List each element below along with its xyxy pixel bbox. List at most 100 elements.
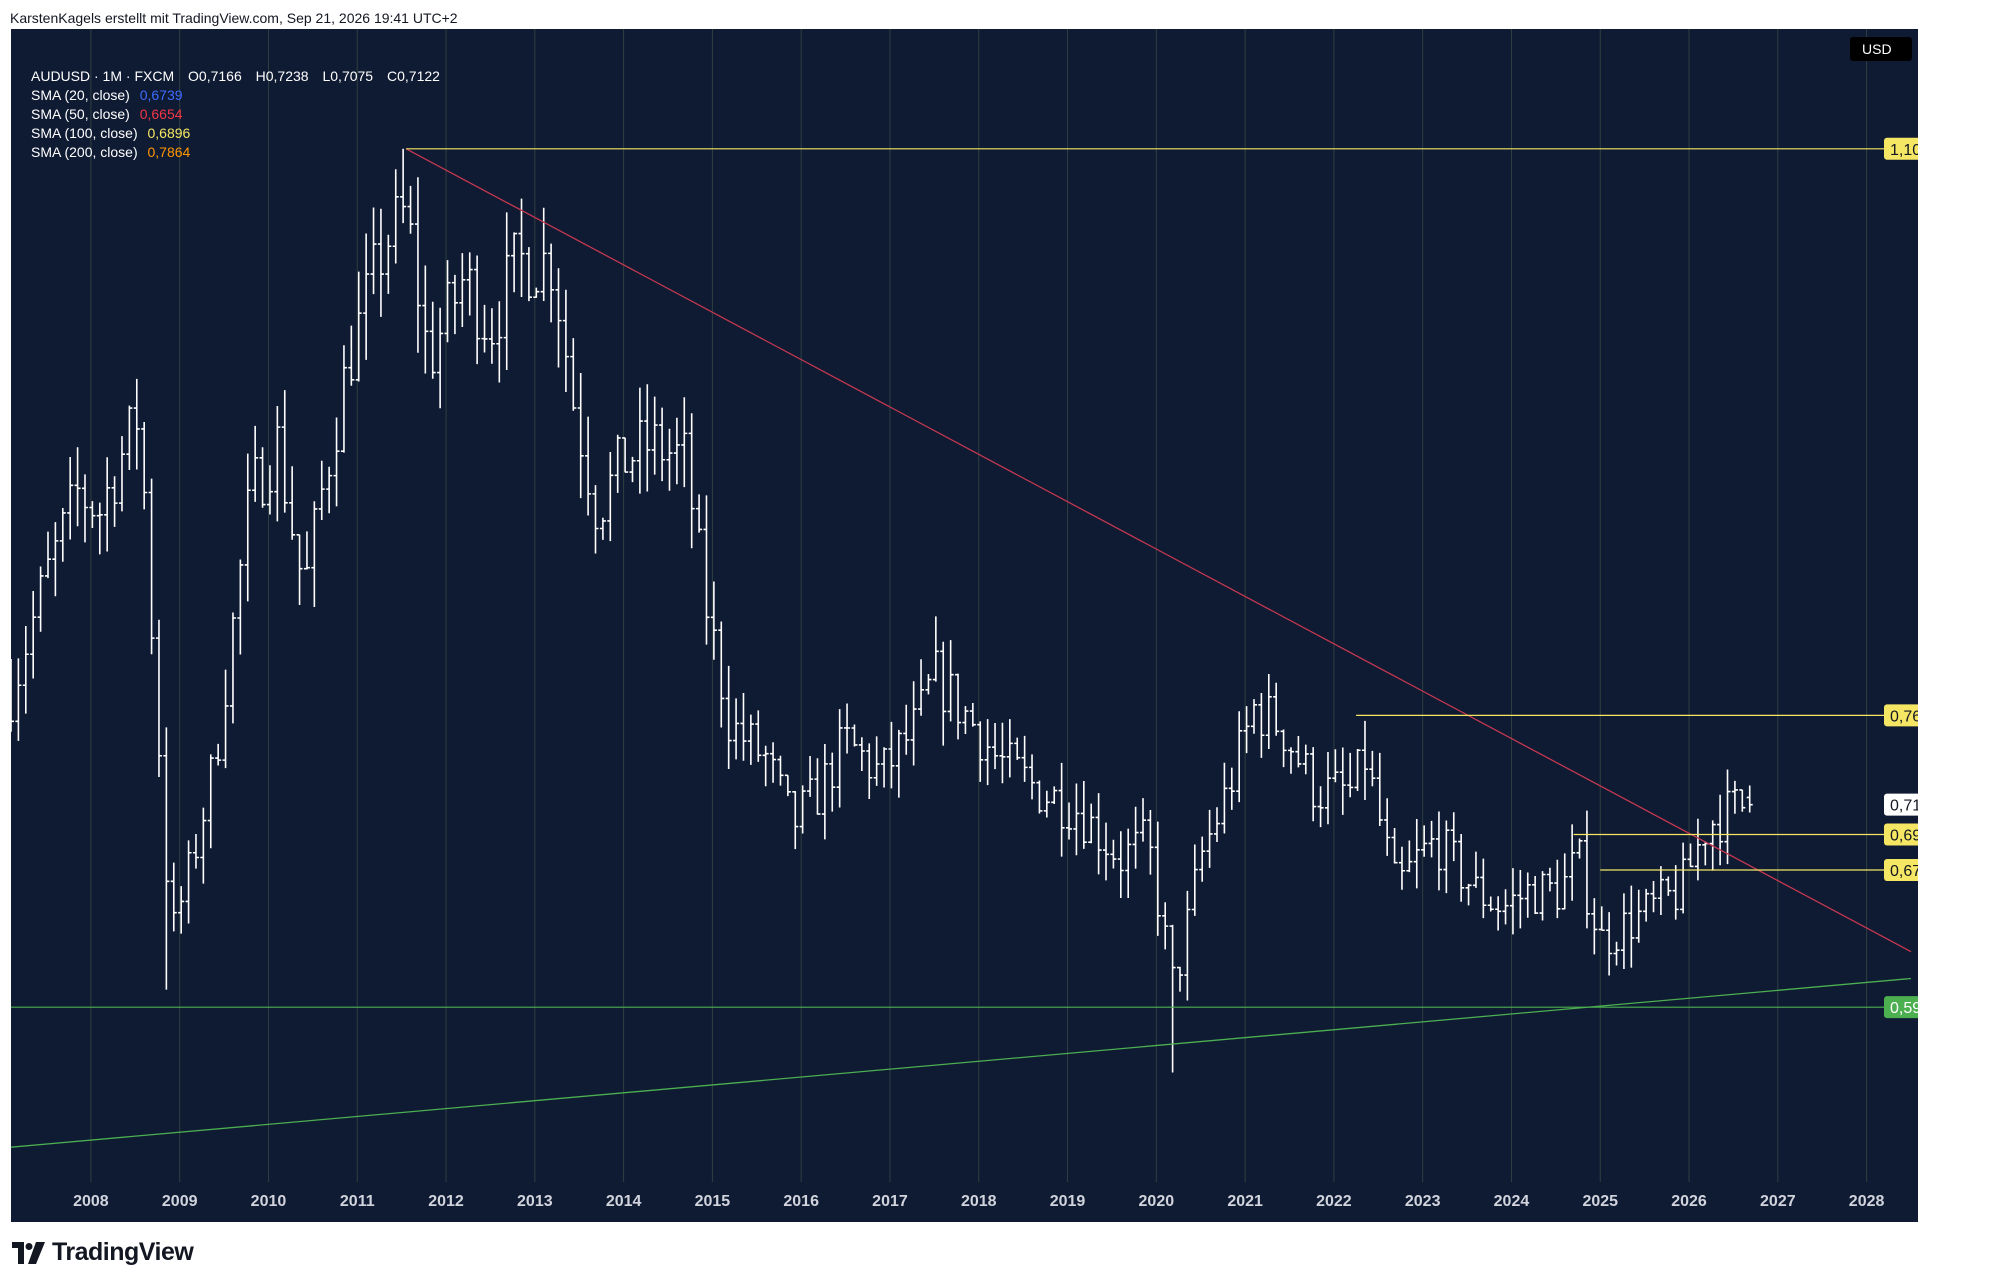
- ohlc-bar[interactable]: [1287, 747, 1294, 774]
- ohlc-bar[interactable]: [318, 460, 325, 521]
- ohlc-bar[interactable]: [947, 640, 954, 722]
- ohlc-bar[interactable]: [577, 373, 584, 499]
- ohlc-bar[interactable]: [155, 619, 162, 778]
- ohlc-bars[interactable]: [11, 148, 1753, 1073]
- ohlc-bar[interactable]: [1717, 794, 1724, 866]
- ohlc-bar[interactable]: [474, 255, 481, 365]
- ohlc-bar[interactable]: [977, 721, 984, 782]
- ohlc-bar[interactable]: [1413, 818, 1420, 889]
- ohlc-bar[interactable]: [333, 417, 340, 507]
- ohlc-bar[interactable]: [481, 304, 488, 353]
- ohlc-bar[interactable]: [1228, 767, 1235, 810]
- ohlc-bar[interactable]: [1095, 793, 1102, 875]
- ohlc-bar[interactable]: [1369, 750, 1376, 787]
- ohlc-bar[interactable]: [1354, 748, 1361, 791]
- ohlc-bar[interactable]: [918, 659, 925, 716]
- ohlc-bar[interactable]: [1724, 769, 1731, 865]
- indicator-sma20[interactable]: SMA (20, close) 0,6739: [31, 86, 440, 105]
- ohlc-bar[interactable]: [511, 232, 518, 293]
- ohlc-bar[interactable]: [1569, 824, 1576, 901]
- ohlc-bar[interactable]: [1132, 806, 1139, 869]
- last-price-tag[interactable]: [1884, 793, 1918, 816]
- ohlc-bar[interactable]: [407, 185, 414, 234]
- ohlc-bar[interactable]: [44, 531, 51, 579]
- ohlc-bar[interactable]: [1280, 729, 1287, 768]
- ohlc-bar[interactable]: [52, 522, 59, 597]
- price-chart[interactable]: 1,15001,10001,05001,00000,95000,90000,85…: [11, 29, 1918, 1222]
- ohlc-bar[interactable]: [562, 289, 569, 393]
- ohlc-bar[interactable]: [141, 422, 148, 510]
- ohlc-bar[interactable]: [1214, 807, 1220, 842]
- ohlc-bar[interactable]: [984, 719, 991, 786]
- ohlc-bar[interactable]: [1495, 896, 1502, 931]
- ohlc-bar[interactable]: [681, 397, 688, 488]
- ohlc-bar[interactable]: [1332, 749, 1339, 783]
- ohlc-bar[interactable]: [311, 501, 318, 608]
- ohlc-bar[interactable]: [1672, 865, 1679, 920]
- ohlc-bar[interactable]: [555, 268, 562, 368]
- ohlc-bar[interactable]: [133, 378, 140, 470]
- ohlc-bar[interactable]: [200, 807, 207, 884]
- ohlc-bar[interactable]: [703, 495, 710, 645]
- ohlc-bar[interactable]: [585, 416, 592, 516]
- ohlc-bar[interactable]: [1073, 783, 1080, 856]
- ohlc-bar[interactable]: [37, 566, 44, 632]
- ohlc-bar[interactable]: [1502, 889, 1509, 925]
- ohlc-bar[interactable]: [1317, 786, 1324, 828]
- ohlc-bar[interactable]: [170, 862, 177, 932]
- ohlc-bar[interactable]: [1376, 752, 1383, 826]
- ohlc-bar[interactable]: [710, 581, 717, 660]
- ohlc-bar[interactable]: [622, 437, 629, 473]
- ohlc-bar[interactable]: [903, 704, 910, 755]
- ohlc-bar[interactable]: [592, 485, 599, 554]
- ohlc-bar[interactable]: [1546, 867, 1553, 892]
- ohlc-bar[interactable]: [1147, 809, 1154, 875]
- ohlc-bar[interactable]: [1472, 851, 1479, 888]
- level-price-tag[interactable]: [1884, 823, 1918, 846]
- ohlc-bar[interactable]: [1125, 828, 1132, 898]
- ohlc-bar[interactable]: [873, 736, 880, 786]
- ohlc-bar[interactable]: [651, 396, 658, 475]
- ohlc-bar[interactable]: [400, 148, 407, 224]
- ohlc-bar[interactable]: [126, 405, 133, 471]
- ohlc-bar[interactable]: [496, 301, 503, 383]
- ohlc-bar[interactable]: [22, 626, 29, 714]
- indicator-sma100[interactable]: SMA (100, close) 0,6896: [31, 124, 440, 143]
- ohlc-bar[interactable]: [363, 233, 370, 360]
- ohlc-bar[interactable]: [370, 207, 377, 295]
- ohlc-bar[interactable]: [784, 774, 791, 797]
- ohlc-bar[interactable]: [1643, 888, 1650, 922]
- ohlc-bar[interactable]: [429, 301, 436, 379]
- ohlc-bar[interactable]: [89, 501, 96, 528]
- ohlc-bar[interactable]: [1221, 762, 1228, 834]
- ohlc-bar[interactable]: [96, 502, 103, 555]
- ohlc-bar[interactable]: [1265, 674, 1272, 750]
- ohlc-bar[interactable]: [636, 387, 643, 494]
- ohlc-bar[interactable]: [1140, 798, 1147, 842]
- ohlc-bar[interactable]: [540, 207, 547, 302]
- ohlc-bar[interactable]: [259, 447, 266, 508]
- ohlc-bar[interactable]: [1206, 809, 1213, 868]
- ohlc-bar[interactable]: [1324, 751, 1331, 825]
- ohlc-bar[interactable]: [237, 559, 244, 655]
- ohlc-bar[interactable]: [1406, 840, 1413, 873]
- ohlc-bar[interactable]: [1635, 889, 1642, 943]
- ohlc-bar[interactable]: [969, 703, 976, 727]
- ohlc-bar[interactable]: [1524, 872, 1531, 918]
- ohlc-bar[interactable]: [644, 384, 651, 492]
- ohlc-bar[interactable]: [659, 407, 666, 482]
- ohlc-bar[interactable]: [932, 616, 939, 682]
- ohlc-bar[interactable]: [274, 406, 281, 522]
- ohlc-bar[interactable]: [844, 703, 851, 754]
- ohlc-bar[interactable]: [111, 476, 118, 527]
- ohlc-bar[interactable]: [1539, 871, 1546, 921]
- ohlc-bar[interactable]: [629, 456, 636, 483]
- ohlc-bar[interactable]: [1199, 836, 1206, 882]
- indicator-sma200[interactable]: SMA (200, close) 0,7864: [31, 143, 440, 162]
- ohlc-bar[interactable]: [1302, 744, 1309, 775]
- ohlc-bar[interactable]: [807, 755, 814, 797]
- resistance-trendline[interactable]: [405, 148, 1912, 953]
- ohlc-bar[interactable]: [1746, 785, 1753, 813]
- ohlc-bar[interactable]: [1443, 820, 1450, 894]
- ohlc-bar[interactable]: [1620, 893, 1627, 969]
